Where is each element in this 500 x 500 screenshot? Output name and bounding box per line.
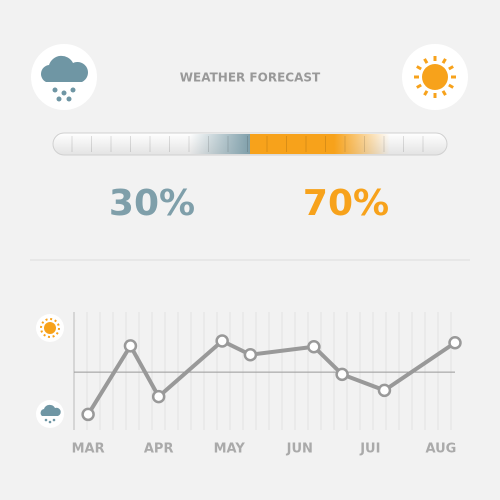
sun-percent: 70% — [303, 183, 389, 224]
title: WEATHER FORECAST — [180, 71, 321, 85]
sun-ray — [448, 65, 454, 71]
sun-ray — [423, 90, 429, 96]
sun-small-icon — [36, 314, 64, 342]
sun-ray — [448, 83, 454, 89]
data-point — [81, 407, 95, 422]
sun-ray — [423, 58, 429, 64]
sun-ray — [416, 65, 422, 71]
sun-ray — [416, 83, 422, 89]
data-point — [123, 339, 138, 353]
sun-ray — [441, 58, 447, 64]
x-tick-label: MAY — [214, 442, 246, 457]
rain-percent: 30% — [109, 183, 195, 224]
rain-small-icon — [36, 400, 64, 428]
data-point — [215, 334, 229, 348]
gauge-rain — [190, 134, 250, 154]
gauge-sun — [250, 134, 390, 154]
rain-icon — [31, 44, 97, 110]
data-point — [307, 339, 321, 354]
data-line — [86, 338, 457, 416]
data-point — [335, 367, 349, 382]
sun-ray — [441, 90, 447, 96]
line-chart: MAR APR MAY JUN JUI AUG — [72, 312, 462, 457]
data-point — [243, 347, 258, 362]
gauge: 30% 70% — [71, 134, 424, 224]
x-tick-label: AUG — [425, 442, 456, 457]
x-tick-label: JUN — [286, 442, 313, 457]
x-tick-label: APR — [144, 442, 174, 457]
sun-icon — [402, 44, 468, 110]
data-point — [377, 383, 392, 398]
x-tick-label: JUI — [359, 442, 380, 457]
data-point — [448, 335, 462, 350]
data-point — [151, 389, 166, 404]
x-tick-label: MAR — [72, 442, 105, 457]
